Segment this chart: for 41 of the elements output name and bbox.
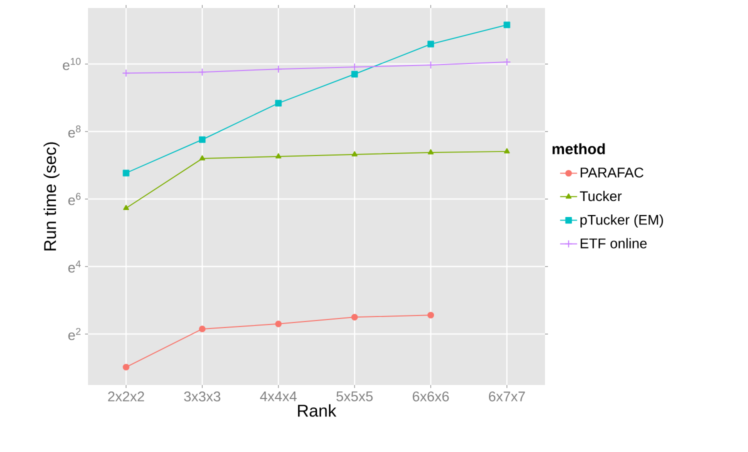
x-tick-label: 5x5x5 [336,392,373,402]
point [122,69,130,78]
point [199,155,206,160]
legend-label: ETF online [580,238,647,248]
point [504,148,510,154]
point [351,314,358,320]
legend-title: method [552,143,605,154]
y-tick-label: e$^{4}$ [68,260,81,273]
point [198,68,206,76]
point [275,100,282,106]
point [504,22,510,28]
point [274,65,282,74]
legend-label: PARAFAC [580,168,644,178]
x-tick-label: 2x2x2 [108,392,144,402]
point [198,326,206,332]
point [122,170,130,176]
point [426,61,435,70]
point [350,63,359,72]
point [502,58,511,66]
point [122,364,130,370]
y-tick-label: e$^{6}$ [68,192,81,206]
legend-label: Tucker [580,190,622,202]
point [275,153,282,158]
y-tick-label: e$^{2}$ [68,328,80,340]
x-tick-label: 6x7x7 [488,392,525,402]
point [352,151,358,156]
y-axis-title: Run time (sec) [44,142,60,250]
point [428,149,434,154]
x-tick-label: 6x6x6 [412,392,449,402]
legend-label: pTucker (EM) [580,214,663,228]
x-tick-label: 3x3x3 [184,392,220,402]
point [427,312,434,318]
x-axis-title: Rank [298,404,336,417]
y-tick-label: e$^{10}$ [62,58,81,70]
x-tick-label: 4x4x4 [260,392,297,402]
point [275,320,282,328]
point [351,70,358,78]
point [427,40,434,48]
y-tick-label: e$^{8}$ [68,125,81,138]
point [198,136,206,143]
point [123,204,130,210]
